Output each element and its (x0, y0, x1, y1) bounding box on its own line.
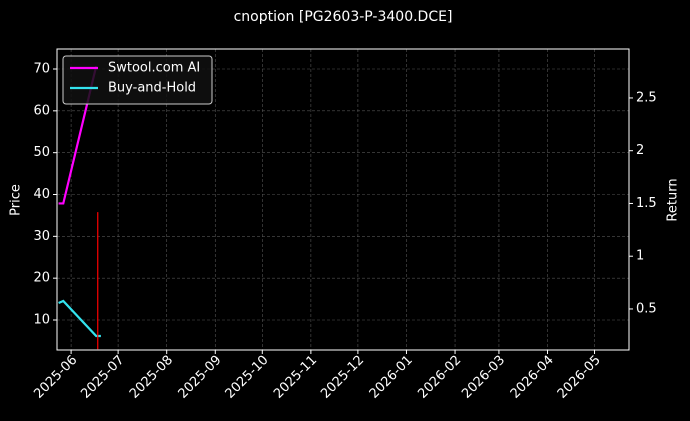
chart-title: cnoption [PG2603-P-3400.DCE] (234, 9, 453, 25)
y2-tick-label: 1 (636, 249, 644, 264)
y-axis-label: Price (9, 184, 24, 216)
legend: Swtool.com AI Buy-and-Hold (62, 55, 213, 105)
y2-tick-label: 0.5 (636, 301, 657, 316)
series-line (58, 299, 101, 338)
legend-label: Buy-and-Hold (108, 81, 196, 96)
y-tick-label: 50 (33, 145, 50, 160)
y-tick-label: 70 (33, 61, 50, 76)
legend-label: Swtool.com AI (108, 61, 200, 76)
y-tick-label: 40 (33, 187, 50, 202)
y-tick-label: 20 (33, 271, 50, 286)
series-line (58, 66, 98, 205)
y2-tick-label: 2 (636, 143, 644, 158)
plot-area (58, 66, 101, 350)
y2-axis-label: Return (666, 178, 681, 221)
legend-box (62, 55, 213, 105)
y-tick-label: 30 (33, 229, 50, 244)
y-tick-label: 60 (33, 103, 50, 118)
y-tick-label: 10 (33, 313, 50, 328)
y2-tick-label: 1.5 (636, 196, 657, 211)
plot-frame (56, 48, 630, 351)
y2-tick-label: 2.5 (636, 90, 657, 105)
